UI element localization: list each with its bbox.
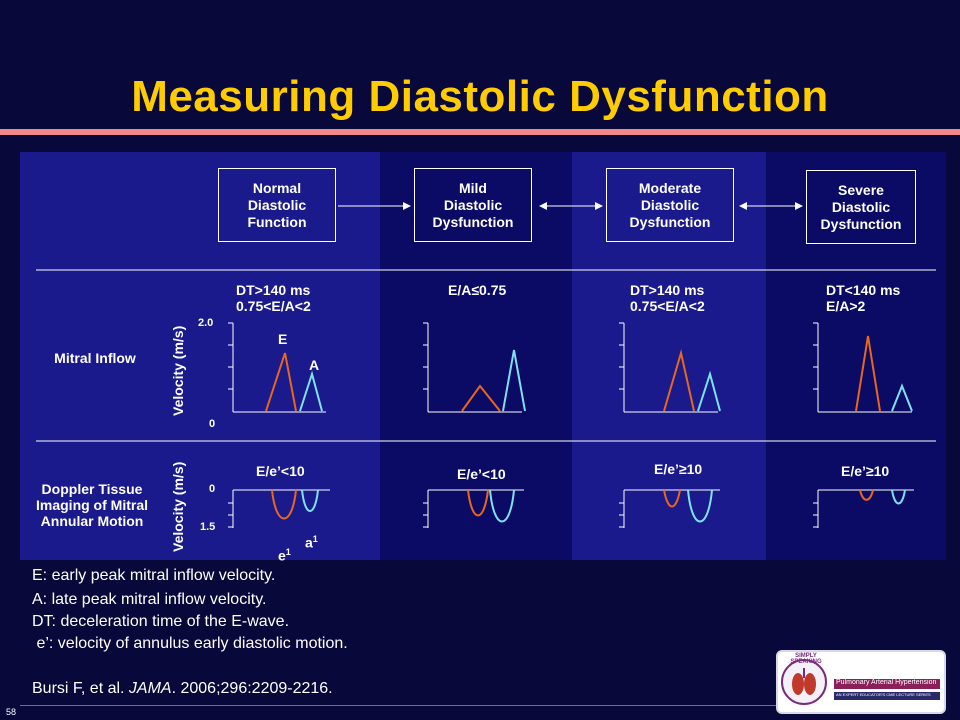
tissue-e-prime-label: e1	[278, 528, 291, 564]
tissue-a-prime-label: a1	[305, 515, 318, 551]
mitral-axis-severe	[813, 322, 912, 413]
row-label-mitral-inflow: Mitral Inflow	[54, 350, 136, 366]
mitral-e-wave-moderate	[663, 349, 695, 412]
tissue-a-wave-severe	[891, 489, 906, 505]
mitral-axis-normal	[228, 322, 326, 413]
mitral-e-wave-severe	[855, 335, 881, 412]
mitral-a-wave-mild	[502, 349, 526, 412]
citation-authors: Bursi F, et al.	[32, 680, 129, 697]
panel-mild	[380, 152, 572, 560]
tissue-a-wave-moderate	[687, 489, 713, 523]
tissue-criteria-mild: E/e’<10	[457, 466, 506, 482]
note-a-definition: A: late peak mitral inflow velocity.	[32, 591, 267, 608]
footer-line	[20, 705, 940, 706]
lungs-icon	[781, 659, 940, 705]
logo-topic: Pulmonary Arterial Hypertension	[836, 679, 937, 686]
mitral-a-wave-moderate	[697, 370, 721, 412]
logo-tagline: AN EXPERT EDUCATOR'S CME LECTURE SERIES	[836, 692, 931, 697]
tissue-criteria-severe: E/e’≥10	[841, 463, 890, 479]
velocity-axis-label-mitral: Velocity (m/s)	[170, 325, 186, 416]
stage-mild-box: Mild Diastolic Dysfunction	[414, 168, 532, 242]
row-label-doppler-tissue: Doppler Tissue Imaging of Mitral Annular…	[36, 481, 148, 529]
tick-label-tissue-bottom: 1.5	[200, 521, 216, 533]
mitral-e-wave-mild	[461, 384, 501, 412]
slide-title: Measuring Diastolic Dysfunction	[131, 72, 829, 121]
stage-normal-box: Normal Diastolic Function	[218, 168, 336, 242]
simply-speaking-logo: SIMPLY SPEAKING Pulmonary Arterial Hyper…	[776, 650, 946, 714]
tissue-e-wave-mild	[467, 489, 489, 517]
tissue-axis-normal	[228, 489, 330, 528]
title-underline	[0, 129, 960, 135]
velocity-axis-label-tissue: Velocity (m/s)	[170, 461, 186, 552]
tissue-a-wave-normal	[301, 489, 319, 512]
tissue-criteria-normal: E/e’<10	[256, 463, 305, 479]
citation: Bursi F, et al. JAMA. 2006;296:2209-2216…	[32, 680, 333, 698]
logo-brand: SIMPLY SPEAKING	[790, 653, 822, 665]
slide-number: 58	[6, 707, 17, 717]
tick-label-mitral-top: 2.0	[198, 317, 214, 329]
mitral-criteria-moderate: DT>140 ms 0.75<E/A<2	[630, 282, 705, 314]
panel-normal	[20, 152, 380, 560]
tissue-e-wave-moderate	[663, 489, 681, 508]
mitral-criteria-normal: DT>140 ms 0.75<E/A<2	[236, 282, 311, 314]
tissue-a-letter: a	[305, 534, 313, 551]
mitral-criteria-mild: E/A≤0.75	[448, 282, 507, 298]
mitral-a-wave-normal	[299, 370, 323, 412]
note-e-definition: E: early peak mitral inflow velocity.	[32, 567, 276, 584]
tissue-a-wave-mild	[489, 489, 515, 523]
stage-severe-box: Severe Diastolic Dysfunction	[806, 170, 916, 244]
tissue-criteria-moderate: E/e’≥10	[654, 461, 703, 477]
tissue-e-superscript: 1	[285, 547, 291, 557]
tick-label-mitral-bottom: 0	[209, 418, 216, 430]
tissue-axis-mild	[423, 489, 524, 528]
mitral-e-wave-normal	[265, 352, 297, 412]
mitral-a-wave-severe	[891, 383, 913, 412]
mitral-axis-moderate	[619, 322, 718, 413]
tissue-axis-severe	[813, 489, 914, 528]
tissue-a-superscript: 1	[312, 534, 318, 544]
tissue-e-wave-severe	[859, 489, 874, 501]
note-eprime-definition: e’: velocity of annulus early diastolic …	[32, 635, 348, 652]
citation-details: . 2006;296:2209-2216.	[171, 680, 333, 697]
tissue-e-letter: e	[278, 547, 286, 564]
tick-label-tissue-top: 0	[209, 483, 216, 495]
note-dt-definition: DT: deceleration time of the E-wave.	[32, 613, 290, 630]
tissue-e-wave-normal	[271, 489, 297, 520]
citation-journal: JAMA	[128, 680, 172, 697]
tissue-axis-moderate	[619, 489, 720, 528]
mitral-criteria-severe: DT<140 ms E/A>2	[826, 282, 901, 314]
stage-moderate-box: Moderate Diastolic Dysfunction	[606, 168, 734, 242]
mitral-axis-mild	[423, 322, 522, 413]
panel-severe	[766, 152, 946, 560]
wave-label-e: E	[278, 331, 288, 347]
wave-label-a: A	[309, 357, 320, 373]
